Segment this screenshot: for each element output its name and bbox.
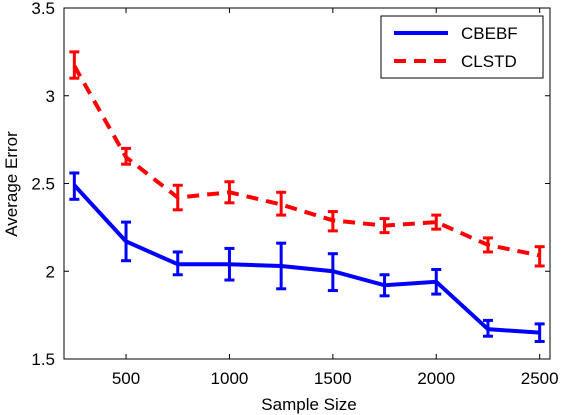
error-bar (534, 322, 545, 343)
series-line-clstd (72, 64, 541, 258)
legend-label: CBEBF (461, 24, 518, 43)
error-bar (379, 217, 390, 235)
legend-box (380, 15, 544, 79)
error-bar (69, 171, 80, 201)
axes: 500 1000 1500 2000 2500 1.5 2 2.5 3 3.5 (31, 0, 558, 388)
y-tick-label: 1.5 (31, 350, 55, 369)
error-bar (224, 246, 235, 282)
error-bar (534, 245, 545, 268)
y-tick-label: 3.5 (31, 0, 55, 18)
x-tick-label: 2000 (417, 369, 455, 388)
error-bar (482, 236, 493, 254)
error-bar (69, 50, 80, 80)
x-tick-label: 1000 (211, 369, 249, 388)
y-axis-label: Average Error (2, 131, 21, 237)
series-cbebf (69, 171, 545, 343)
series-line-cbebf (72, 183, 540, 335)
series-clstd (69, 50, 545, 268)
error-bar (327, 210, 338, 233)
error-bar (121, 146, 132, 166)
error-bar (121, 220, 132, 263)
legend-entry-cbebf: CBEBF (394, 24, 518, 43)
series-layer (69, 50, 545, 343)
error-bar (431, 213, 442, 231)
legend: CBEBF CLSTD (380, 15, 544, 79)
x-axis-label: Sample Size (261, 395, 356, 414)
error-bar (482, 318, 493, 338)
error-bar (224, 180, 235, 205)
x-tick-label: 500 (112, 369, 140, 388)
error-bar (172, 183, 183, 212)
legend-label: CLSTD (461, 52, 517, 71)
y-tick-label: 3 (46, 87, 55, 106)
error-bar (431, 267, 442, 296)
y-tick-label: 2 (46, 262, 55, 281)
error-bar (327, 252, 338, 293)
x-tick-label: 2500 (521, 369, 559, 388)
error-bar (172, 250, 183, 277)
y-tick-label: 2.5 (31, 175, 55, 194)
x-tick-label: 1500 (314, 369, 352, 388)
error-bar (276, 241, 287, 291)
legend-entry-clstd: CLSTD (394, 52, 517, 71)
error-bar (379, 273, 390, 298)
error-bar (276, 190, 287, 217)
